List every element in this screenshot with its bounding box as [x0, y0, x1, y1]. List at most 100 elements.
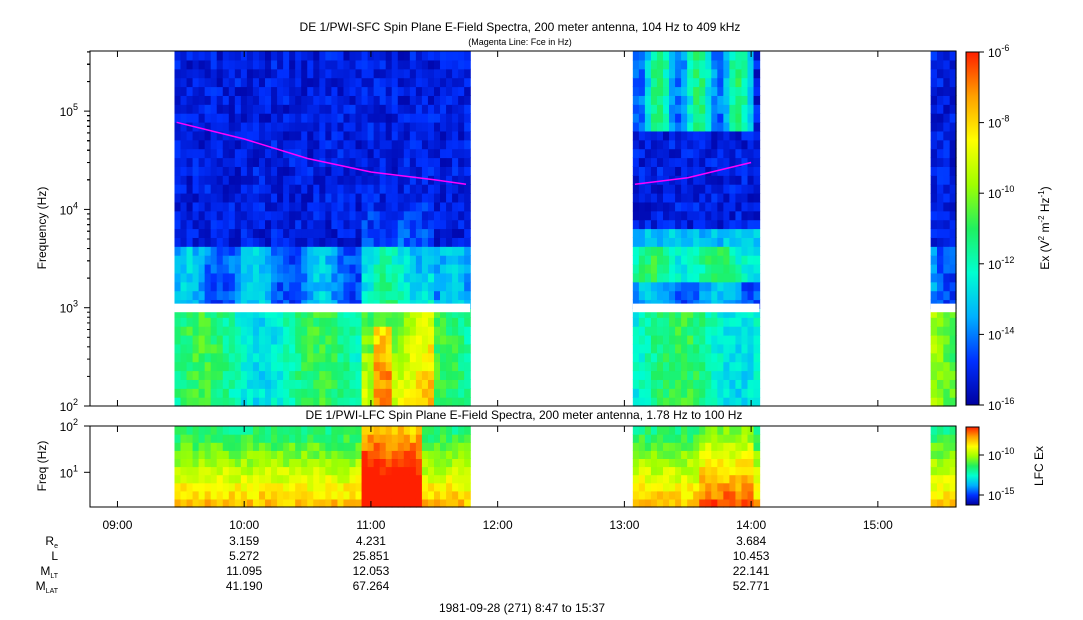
spectrogram-cell	[331, 95, 339, 105]
spectrogram-cell	[693, 255, 700, 265]
spectrogram-cell	[735, 466, 743, 476]
spectrogram-cell	[210, 255, 218, 265]
spectrogram-cell	[723, 308, 730, 318]
spectrogram-cell	[753, 59, 761, 70]
spectrogram-cell	[289, 426, 296, 435]
spectrogram-cell	[440, 86, 447, 96]
spectrogram-cell	[753, 166, 761, 176]
spectrogram-cell	[949, 246, 957, 256]
spectrogram-cell	[729, 264, 737, 274]
spectrogram-cell	[705, 246, 712, 256]
spectrogram-cell	[295, 139, 302, 150]
spectrogram-cell	[216, 397, 224, 407]
spectrogram-cell	[343, 490, 351, 500]
spectrogram-cell	[949, 51, 957, 61]
spectrogram-cell	[452, 139, 459, 150]
spectrogram-cell	[192, 139, 200, 150]
spectrogram-cell	[349, 77, 357, 88]
spectrogram-cell	[331, 388, 339, 398]
spectrogram-cell	[343, 68, 351, 79]
spectrogram-cell	[656, 166, 664, 176]
spectrogram-cell	[174, 175, 182, 185]
spectrogram-cell	[325, 166, 332, 176]
spectrogram-cell	[313, 272, 320, 283]
spectrogram-cell	[949, 272, 957, 283]
spectrogram-cell	[210, 317, 218, 327]
spectrogram-cell	[319, 59, 326, 70]
spectrogram-cell	[433, 290, 441, 301]
spectrogram-cell	[632, 434, 640, 443]
spectrogram-cell	[693, 450, 700, 459]
spectrogram-cell	[373, 490, 381, 500]
spectrogram-cell	[693, 482, 700, 492]
spectrogram-cell	[307, 77, 314, 88]
spectrogram-cell	[464, 308, 471, 318]
spectrogram-cell	[397, 326, 405, 336]
spectrogram-cell	[663, 166, 670, 176]
spectrogram-cell	[289, 482, 296, 492]
spectrogram-cell	[271, 210, 278, 221]
spectrogram-cell	[705, 482, 712, 492]
spectrogram-cell	[198, 498, 206, 508]
spectrogram-cell	[440, 281, 447, 292]
spectrogram-cell	[427, 68, 435, 79]
spectrogram-cell	[319, 246, 326, 256]
spectrogram-cell	[289, 498, 296, 508]
spectrogram-cell	[440, 68, 447, 79]
spectrogram-cell	[295, 219, 302, 230]
spectrogram-cell	[373, 157, 381, 167]
spectrogram-cell	[277, 498, 284, 508]
spectrogram-cell	[421, 474, 429, 484]
spectrogram-cell	[325, 148, 332, 159]
spectrogram-cell	[949, 290, 957, 301]
spectrogram-cell	[265, 388, 272, 398]
spectrogram-cell	[307, 246, 314, 256]
spectrogram-cell	[343, 397, 351, 407]
spectrogram-cell	[669, 246, 676, 256]
spectrogram-cell	[735, 308, 743, 318]
spectrogram-cell	[729, 379, 737, 389]
spectrogram-cell	[355, 210, 363, 221]
spectrogram-cell	[729, 246, 737, 256]
spectrogram-cell	[361, 498, 369, 508]
spectrogram-cell	[331, 474, 339, 484]
spectrogram-cell	[717, 104, 724, 114]
spectrogram-cell	[385, 246, 393, 256]
spectrogram-cell	[675, 228, 682, 238]
spectrogram-cell	[216, 255, 224, 265]
spectrogram-cell	[210, 166, 218, 176]
spectrogram-cell	[433, 193, 441, 203]
spectrogram-cell	[669, 482, 676, 492]
y-tick-label: 105	[60, 102, 78, 119]
spectrogram-cell	[397, 397, 405, 407]
spectrogram-cell	[638, 397, 646, 407]
spectrogram-cell	[427, 466, 435, 476]
spectrogram-cell	[397, 95, 405, 105]
spectrogram-cell	[403, 175, 411, 185]
spectrogram-cell	[277, 426, 284, 435]
spectrogram-cell	[355, 281, 363, 292]
spectrogram-cell	[427, 246, 435, 256]
spectrogram-cell	[753, 352, 761, 363]
spectrogram-cell	[644, 193, 652, 203]
spectrogram-cell	[295, 397, 302, 407]
spectrogram-cell	[349, 397, 357, 407]
x-tick-label: 14:00	[736, 518, 766, 532]
spectrogram-cell	[711, 219, 718, 230]
spectrogram-cell	[343, 130, 351, 141]
spectrogram-cell	[753, 219, 761, 230]
spectrogram-cell	[409, 281, 417, 292]
spectrogram-cell	[174, 450, 182, 459]
spectrogram-cell	[301, 95, 308, 105]
spectrogram-cell	[307, 68, 314, 79]
spectrogram-cell	[446, 498, 453, 508]
spectrogram-cell	[325, 397, 332, 407]
spectrogram-cell	[361, 458, 369, 468]
spectrogram-cell	[656, 175, 664, 185]
spectrogram-cell	[319, 184, 326, 194]
spectrogram-cell	[729, 388, 737, 398]
spectrogram-cell	[343, 148, 351, 159]
spectrogram-cell	[289, 370, 296, 380]
spectrogram-cell	[729, 184, 737, 194]
spectrogram-cell	[265, 201, 272, 212]
